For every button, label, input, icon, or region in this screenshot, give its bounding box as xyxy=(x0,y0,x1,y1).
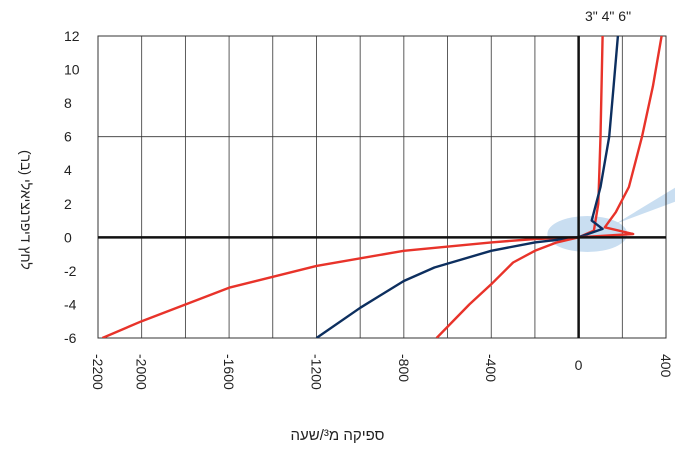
x-tick-label: -1600 xyxy=(221,354,237,390)
x-tick-label: -800 xyxy=(396,354,412,382)
x-tick-label: -400 xyxy=(483,354,499,382)
plot-frame xyxy=(97,35,667,339)
y-tick-label: 8 xyxy=(64,95,72,111)
x-axis-label: ספיקה מ³/שעה xyxy=(290,427,385,444)
y-tick-label: 6 xyxy=(64,129,72,145)
y-tick-label: 4 xyxy=(64,162,72,178)
x-tick-label: 0 xyxy=(575,357,583,373)
y-tick-label: 0 xyxy=(64,229,72,245)
x-tick-label: -2000 xyxy=(134,354,150,390)
x-tick-label: -2200 xyxy=(90,354,106,390)
x-tick-label: 400 xyxy=(658,354,674,378)
y-axis-label: לחץ דיפרנציאלי (בר) xyxy=(18,150,34,270)
series-line-2 xyxy=(315,36,620,338)
y-tick-label: 10 xyxy=(64,62,80,78)
y-tick-label: 12 xyxy=(64,28,80,44)
y-tick-label: 2 xyxy=(64,196,72,212)
x-tick-label: -1200 xyxy=(308,354,324,390)
y-tick-label: -2 xyxy=(64,263,77,279)
pipe-size-legend: 3" 4" 6" xyxy=(585,8,632,24)
highlight-pointer xyxy=(615,187,675,224)
series-line-1 xyxy=(101,36,604,338)
y-tick-label: -4 xyxy=(64,296,77,312)
series-line-3 xyxy=(435,36,663,338)
y-tick-label: -6 xyxy=(64,330,77,346)
